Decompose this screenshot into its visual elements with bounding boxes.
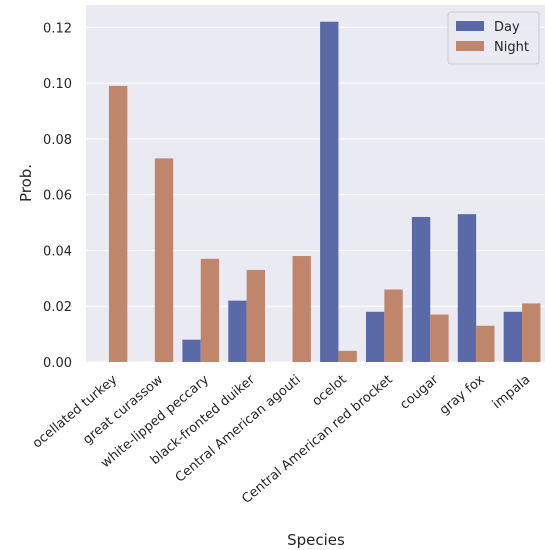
bar-night-0 — [108, 85, 128, 362]
bar-day-5 — [320, 21, 339, 362]
bar-day-9 — [503, 311, 523, 362]
bar-night-1 — [154, 158, 174, 362]
y-tick-label: 0.08 — [43, 133, 72, 148]
y-tick-label: 0.04 — [43, 244, 72, 259]
bar-day-3 — [228, 300, 247, 362]
y-tick-label: 0.02 — [43, 300, 72, 315]
bar-night-3 — [246, 269, 266, 362]
legend-label-night: Night — [494, 40, 529, 55]
bar-day-6 — [365, 311, 385, 362]
bar-night-5 — [338, 350, 357, 362]
x-axis-label: Species — [287, 531, 345, 549]
y-tick-label: 0.00 — [43, 356, 72, 371]
legend-swatch-night — [456, 41, 484, 51]
x-tick-label: ocellated turkey — [30, 372, 120, 451]
bar-night-6 — [384, 289, 403, 362]
bar-night-8 — [476, 325, 495, 362]
y-tick-label: 0.06 — [43, 189, 72, 204]
bar-night-4 — [292, 256, 311, 362]
legend-swatch-day — [456, 21, 484, 31]
bar-night-7 — [430, 314, 449, 362]
legend-label-day: Day — [494, 20, 520, 35]
bar-day-2 — [182, 339, 201, 362]
x-tick-label: ocelot — [310, 372, 350, 409]
bars — [108, 21, 541, 362]
y-axis-label: Prob. — [17, 164, 35, 202]
y-tick-label: 0.10 — [43, 77, 72, 92]
legend: Day Night — [447, 11, 540, 65]
bar-night-9 — [522, 303, 541, 362]
y-tick-label: 0.12 — [43, 21, 72, 36]
bar-day-8 — [457, 214, 477, 362]
x-tick-label: impala — [490, 372, 533, 412]
x-tick-label: gray fox — [437, 372, 488, 418]
x-tick-label: great curassow — [80, 372, 166, 448]
y-axis-ticks: 0.00 0.02 0.04 0.06 0.08 0.10 0.12 — [43, 21, 72, 371]
x-tick-label: cougar — [397, 372, 442, 413]
bar-night-2 — [200, 258, 220, 362]
bar-day-7 — [411, 216, 431, 362]
